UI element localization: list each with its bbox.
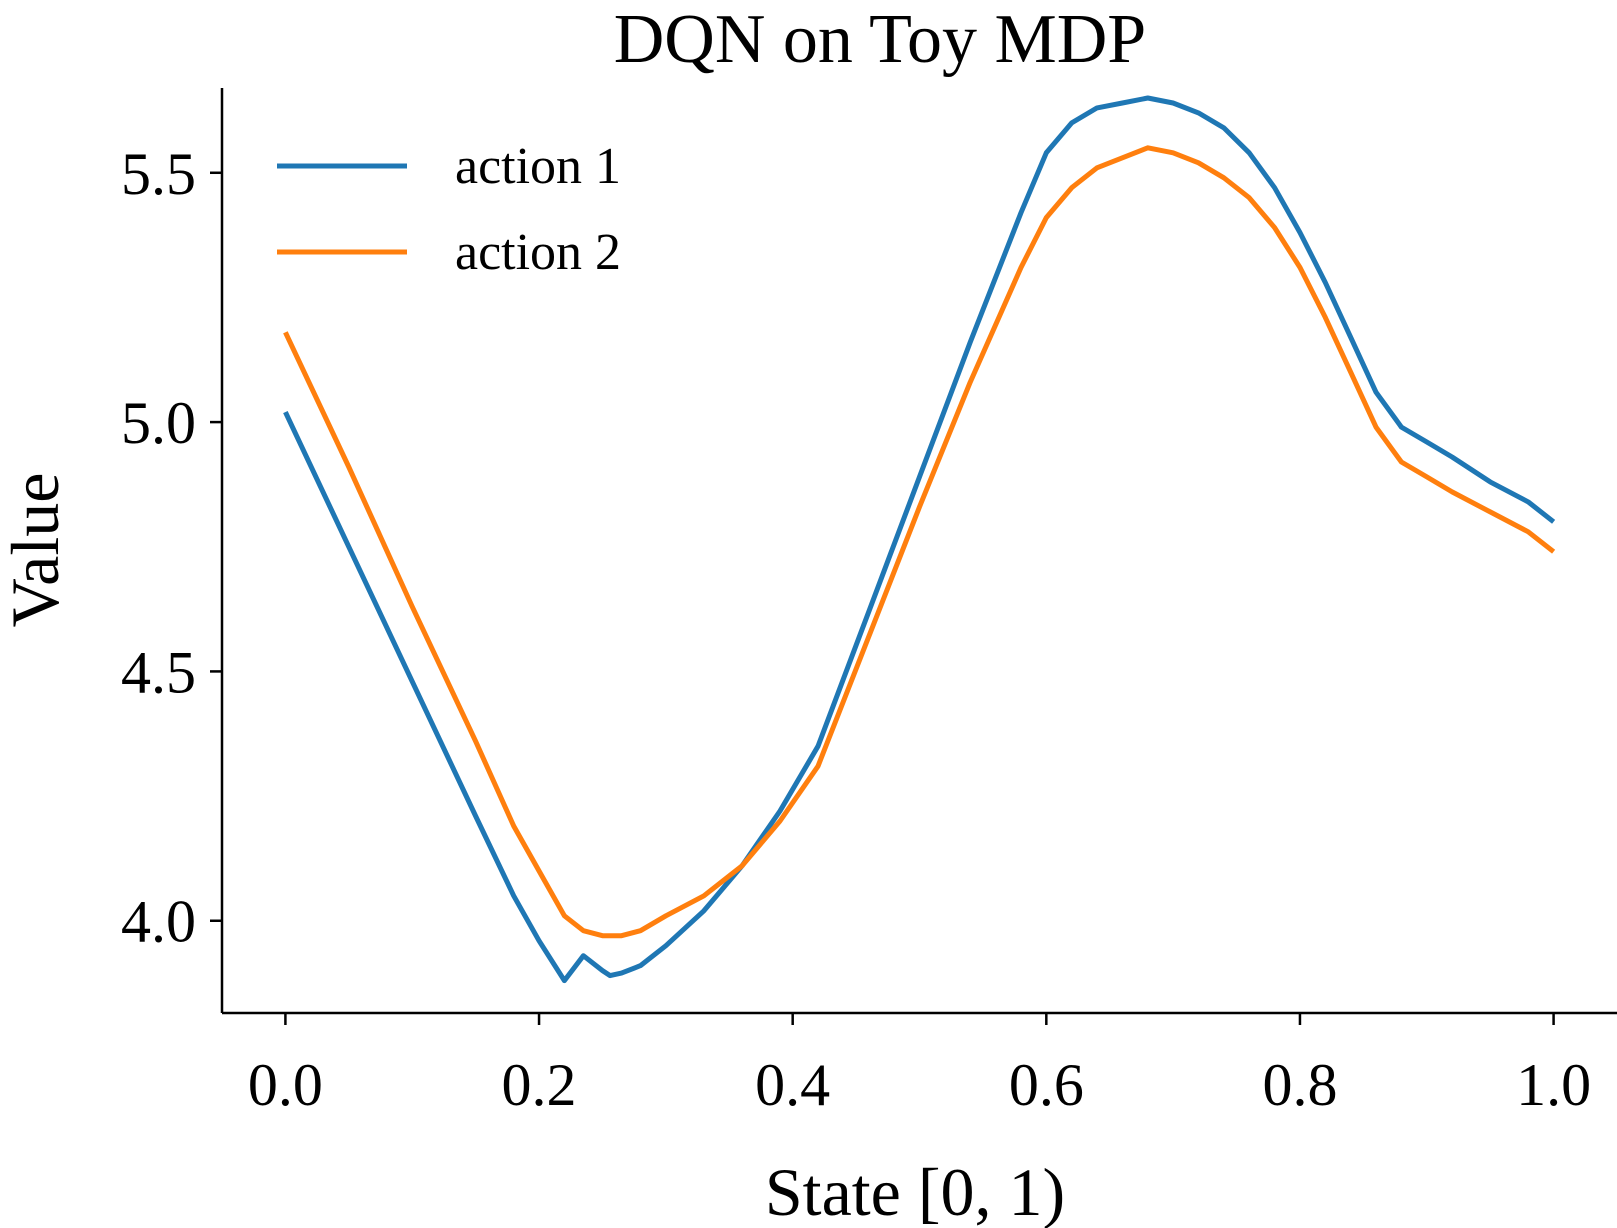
y-tick-label: 5.5 [121,141,196,207]
x-tick-label: 0.0 [248,1052,323,1118]
series-line-1 [283,95,1556,984]
x-tick-label: 0.4 [755,1052,830,1118]
x-axis-ticks: 0.0 0.2 0.4 0.6 0.8 1.0 [248,1013,1591,1118]
y-tick-label: 4.5 [121,639,196,705]
x-tick-label: 0.8 [1262,1052,1337,1118]
series-line-2 [283,145,1556,939]
x-tick-label: 1.0 [1516,1052,1591,1118]
legend-label-2: action 2 [455,224,621,281]
chart-title: DQN on Toy MDP [614,1,1147,78]
x-tick-label: 0.2 [502,1052,577,1118]
y-axis-ticks: 4.0 4.5 5.0 5.5 [121,141,222,955]
y-tick-label: 5.0 [121,390,196,456]
y-tick-label: 4.0 [121,889,196,955]
legend: action 1 action 2 [277,138,621,281]
y-axis-title: Value [0,473,73,628]
plot-area [283,95,1556,984]
x-tick-label: 0.6 [1009,1052,1084,1118]
legend-label-1: action 1 [455,138,621,195]
x-axis-title: State [0, 1) [765,1154,1065,1228]
